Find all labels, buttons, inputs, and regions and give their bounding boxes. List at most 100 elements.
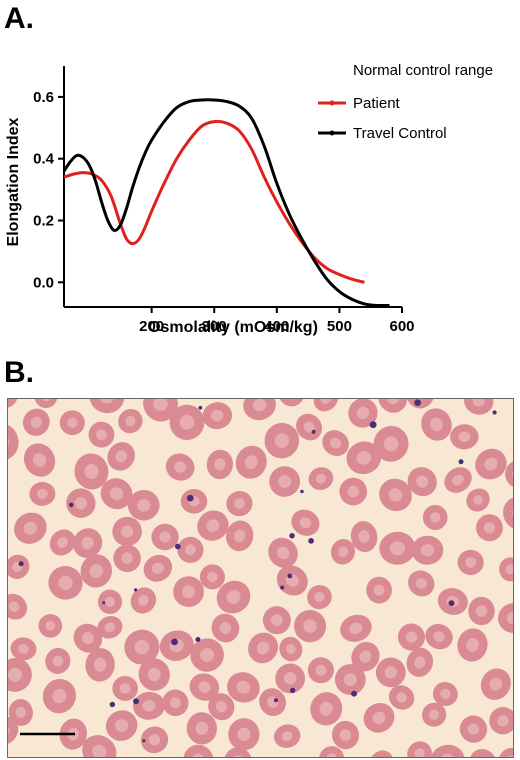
red-blood-cell (278, 399, 305, 407)
cell-central-pallor (415, 577, 427, 589)
cell-central-pallor (359, 650, 372, 663)
cell-central-pallor (430, 512, 441, 523)
cell-central-pallor (30, 416, 42, 429)
platelet (290, 687, 296, 693)
cell-central-pallor (174, 461, 187, 473)
cell-central-pallor (226, 590, 241, 604)
cell-central-pallor (184, 544, 196, 556)
cell-central-pallor (195, 721, 209, 736)
cell-central-pallor (52, 655, 64, 667)
cell-central-pallor (93, 657, 107, 672)
chart-series (62, 98, 390, 308)
cell-central-pallor (337, 546, 349, 558)
cell-central-pallor (373, 584, 385, 596)
y-axis-label: Elongation Index (5, 117, 22, 246)
cell-central-pallor (45, 620, 56, 631)
cell-central-pallor (484, 457, 498, 471)
cell-central-pallor (89, 564, 103, 578)
cell-central-pallor (198, 681, 211, 693)
cell-central-pallor (81, 536, 94, 550)
cell-central-pallor (206, 519, 220, 533)
cell-central-pallor (207, 571, 218, 583)
platelet (133, 698, 140, 705)
cell-central-pallor (475, 605, 488, 617)
platelet (351, 690, 357, 697)
panel-b-label: B. (4, 356, 34, 389)
cell-central-pallor (414, 656, 426, 669)
cell-central-pallor (303, 619, 317, 633)
red-blood-cell (8, 716, 19, 745)
cell-central-pallor (115, 719, 129, 732)
y-tick-label: 0.4 (33, 151, 55, 168)
cell-central-pallor (104, 622, 116, 633)
cell-central-pallor (200, 648, 215, 663)
cell-central-pallor (99, 399, 115, 404)
cell-central-pallor (314, 592, 325, 603)
x-tick-label: 600 (389, 318, 414, 335)
cell-central-pallor (169, 697, 181, 709)
platelet (308, 537, 314, 544)
cell-central-pallor (506, 611, 513, 625)
platelet (492, 410, 497, 415)
red-blood-cell (8, 423, 19, 460)
x-axis-label: Osmolality (mOsm/kg) (148, 319, 318, 336)
x-tick-label: 400 (264, 318, 289, 335)
red-blood-cell (183, 744, 214, 757)
platelet (289, 532, 295, 539)
cell-central-pallor (142, 699, 156, 712)
cell-central-pallor (326, 753, 337, 757)
cell-central-pallor (339, 729, 352, 741)
platelet (369, 421, 377, 429)
cell-central-pallor (483, 522, 496, 534)
cell-central-pallor (57, 537, 68, 548)
platelet (186, 494, 194, 502)
y-tick-label: 0.6 (33, 89, 54, 106)
cell-central-pallor (320, 399, 332, 405)
cell-central-pallor (430, 417, 443, 432)
cell-central-pallor (148, 734, 161, 746)
cell-central-pallor (274, 433, 290, 449)
x-tick-label: 500 (327, 318, 352, 335)
platelet (280, 585, 285, 590)
platelet (458, 459, 464, 465)
platelet (102, 601, 106, 605)
cell-central-pallor (138, 594, 149, 606)
cell-central-pallor (303, 421, 315, 433)
red-blood-cell (369, 750, 394, 757)
cell-central-pallor (153, 399, 168, 412)
cell-central-pallor (52, 688, 67, 704)
cell-central-pallor (219, 621, 232, 635)
red-blood-cell (505, 461, 513, 488)
red-blood-cell (469, 748, 497, 757)
cell-central-pallor (386, 399, 399, 405)
cell-central-pallor (15, 706, 26, 719)
cell-central-pallor (23, 521, 38, 535)
cell-central-pallor (182, 585, 196, 599)
cell-central-pallor (466, 637, 479, 652)
cell-central-pallor (384, 666, 398, 679)
red-blood-cell (378, 399, 408, 413)
platelet (171, 638, 178, 646)
cell-central-pallor (271, 614, 283, 627)
cell-central-pallor (278, 475, 292, 488)
cell-central-pallor (472, 399, 485, 407)
cell-central-pallor (358, 530, 370, 544)
cell-central-pallor (151, 562, 164, 574)
cell-central-pallor (159, 531, 171, 543)
cell-central-pallor (233, 498, 245, 509)
cell-central-pallor (215, 701, 227, 713)
cell-central-pallor (433, 631, 445, 642)
cell-central-pallor (286, 643, 296, 655)
cell-central-pallor (109, 487, 124, 501)
cell-central-pallor (396, 692, 407, 703)
cell-central-pallor (343, 673, 357, 686)
platelet (300, 489, 304, 494)
cell-central-pallor (74, 496, 88, 510)
platelet (142, 739, 146, 743)
cell-central-pallor (414, 748, 425, 757)
platelet (69, 502, 74, 508)
red-blood-cell (34, 399, 58, 409)
cell-central-pallor (192, 753, 205, 757)
platelet (18, 561, 24, 567)
cell-central-pallor (276, 546, 290, 560)
